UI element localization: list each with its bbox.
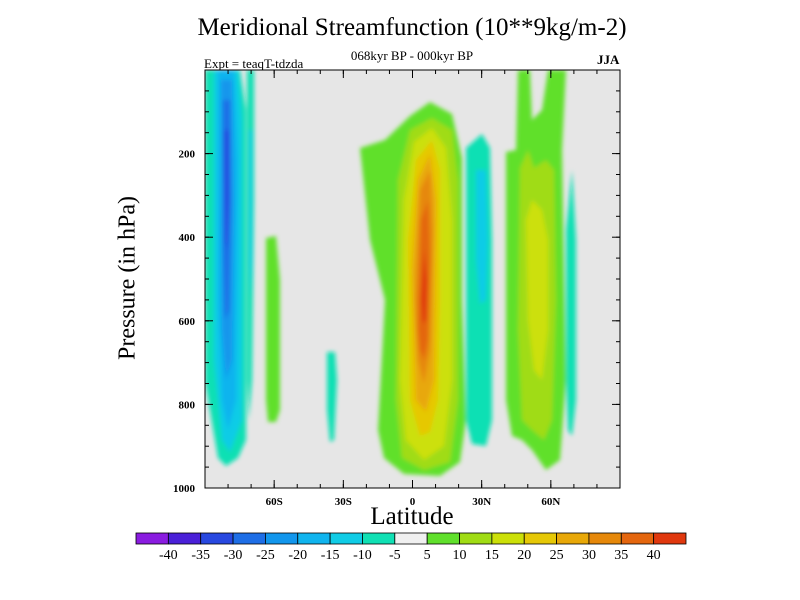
colorbar-label: -10	[353, 548, 372, 563]
colorbar-swatch	[200, 532, 234, 545]
contour-fill	[327, 352, 337, 442]
colorbar-swatch	[362, 532, 396, 545]
sh-high-lat-negative-column	[205, 70, 246, 466]
sh-negative-column-2	[247, 70, 254, 420]
colorbar-swatch	[653, 532, 687, 545]
colorbar-swatch	[265, 532, 299, 545]
season-label: JJA	[597, 52, 620, 67]
colorbar-swatch	[620, 532, 655, 545]
y-tick-label: 400	[179, 232, 196, 244]
colorbar-swatch	[523, 532, 557, 545]
y-tick-label: 800	[179, 399, 196, 411]
colorbar-swatch	[135, 532, 169, 545]
colorbar-swatch	[394, 532, 428, 545]
colorbar-swatch	[167, 532, 202, 545]
colorbar-swatch	[491, 532, 525, 545]
y-axis-label: Pressure (in hPa)	[114, 196, 141, 360]
x-tick-label: 60N	[541, 496, 560, 508]
nh-positive-column	[506, 70, 566, 470]
sh-mid-lat-positive	[266, 236, 280, 422]
colorbar-swatch	[556, 532, 590, 545]
colorbar-label: -15	[321, 548, 340, 563]
colorbar-label: 20	[517, 548, 531, 563]
colorbar-label: 10	[453, 548, 467, 563]
colorbar: -40 -35 -30 -25 -20 -15 -10 -5 5 10 15 20 25 30 35 40	[135, 532, 687, 563]
sh-small-negative	[327, 352, 337, 442]
contour-fill	[566, 170, 576, 436]
contour-fill	[266, 236, 280, 422]
x-axis-label: Latitude	[370, 503, 454, 530]
y-tick-label: 600	[179, 316, 196, 328]
contour-fill	[224, 130, 229, 250]
chart-title: Meridional Streamfunction (10**9kg/m-2)	[197, 14, 627, 41]
contour-fill	[249, 130, 252, 300]
colorbar-label: -25	[256, 548, 275, 563]
colorbar-label: 35	[614, 548, 628, 563]
tropical-positive-cell	[360, 102, 466, 476]
colorbar-swatch	[426, 532, 460, 545]
colorbar-label: 5	[424, 548, 431, 563]
contour-fill	[421, 250, 427, 324]
colorbar-label: 15	[485, 548, 499, 563]
y-tick-label: 200	[179, 149, 196, 161]
x-tick-label: 30S	[335, 496, 352, 508]
contour-fill	[476, 170, 488, 304]
x-tick-label: 60S	[266, 496, 283, 508]
colorbar-swatch	[588, 532, 622, 545]
chart-subtitle: 068kyr BP - 000kyr BP	[350, 48, 474, 63]
colorbar-label: 25	[550, 548, 564, 563]
x-tick-label: 0	[410, 496, 416, 508]
x-tick-label: 30N	[472, 496, 491, 508]
colorbar-label: -30	[224, 548, 243, 563]
colorbar-swatch	[297, 532, 331, 545]
colorbar-label: 30	[582, 548, 596, 563]
colorbar-label: -35	[191, 548, 210, 563]
contour-fill	[526, 200, 548, 380]
colorbar-swatch	[232, 532, 266, 545]
y-tick-label: 1000	[173, 483, 196, 495]
colorbar-label: -5	[389, 548, 401, 563]
colorbar-label: -20	[288, 548, 307, 563]
colorbar-swatch	[459, 532, 493, 545]
axes: 60S 30S 0 30N 60N 200 400 600 800 1000	[173, 70, 620, 508]
colorbar-swatch	[329, 532, 363, 545]
colorbar-label: -40	[159, 548, 178, 563]
experiment-label: Expt = teaqT-tdzda	[204, 56, 304, 71]
nh-high-lat-negative	[566, 170, 576, 436]
nh-negative-column	[466, 134, 492, 446]
colorbar-label: 40	[647, 548, 661, 563]
